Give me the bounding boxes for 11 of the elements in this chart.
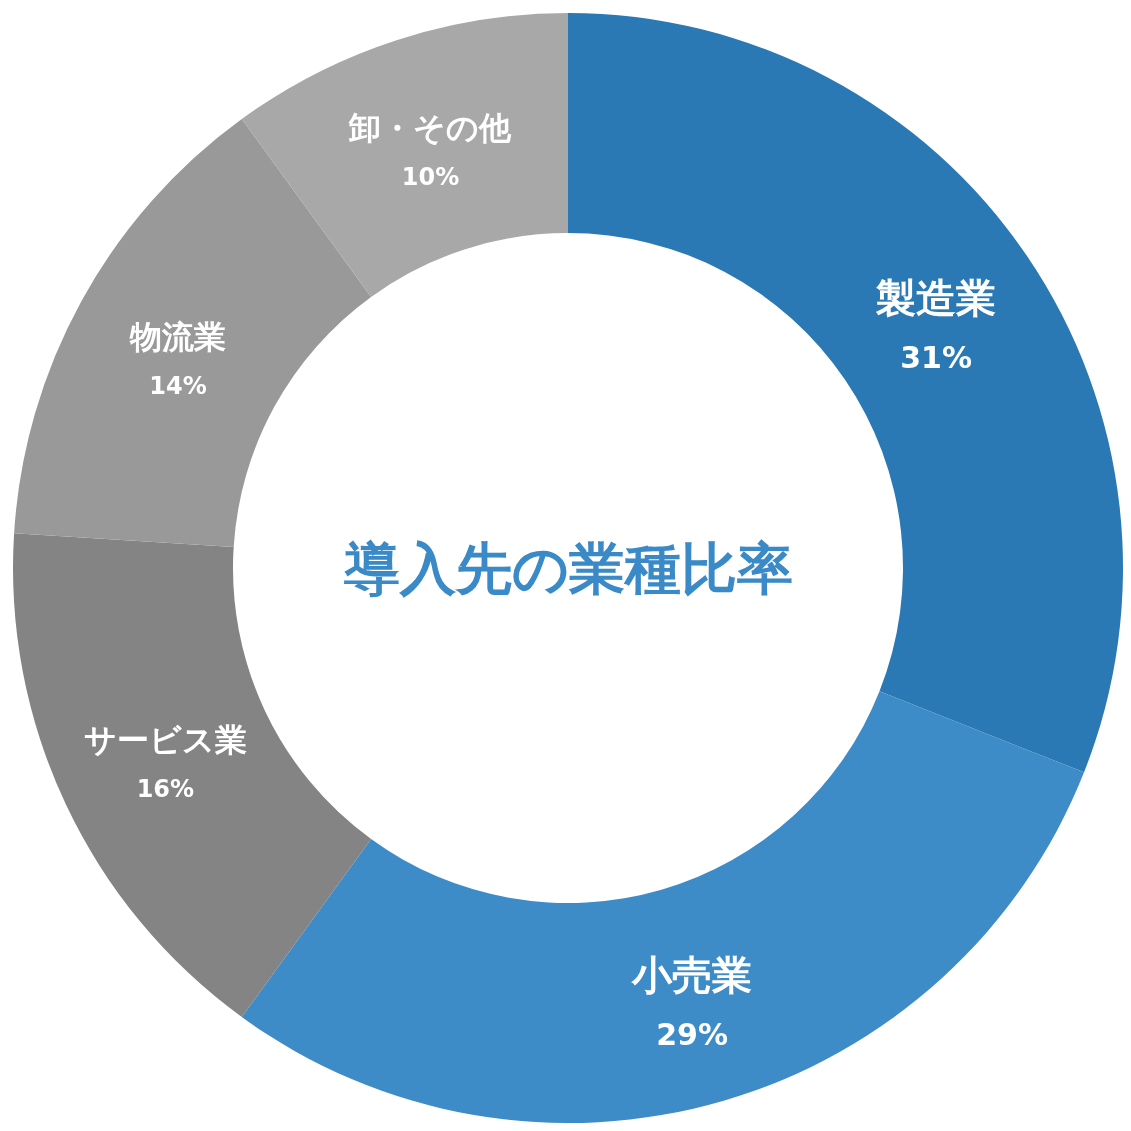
data-label: 10%: [401, 162, 460, 191]
text: 導入先の業種比率: [342, 536, 793, 601]
data-label: 16%: [136, 775, 195, 804]
data-label: 29%: [656, 1017, 729, 1053]
data-label: 14%: [149, 371, 207, 400]
slice-label: 小売業: [631, 952, 753, 999]
slice-label: サービス業: [83, 721, 247, 760]
slice-label: 物流業: [129, 317, 227, 356]
data-label: 31%: [900, 339, 972, 375]
slice-label: 製造業: [875, 274, 997, 321]
slice-label: 卸・その他: [348, 108, 513, 147]
